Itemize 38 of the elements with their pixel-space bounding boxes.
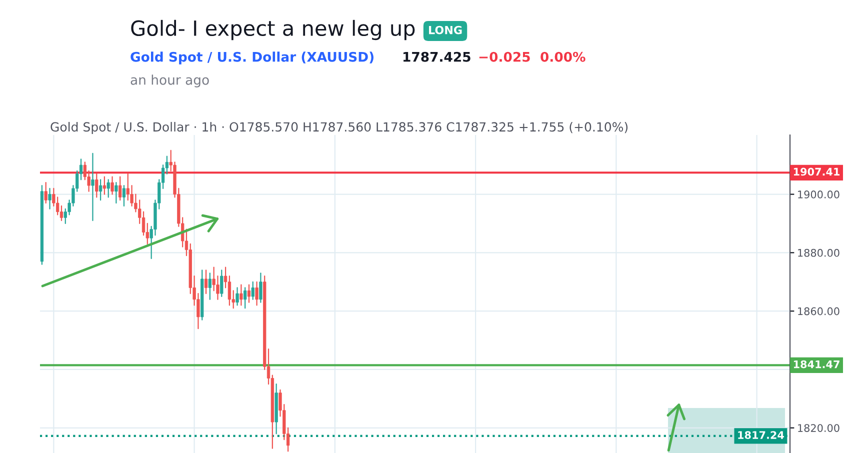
candlestick bbox=[118, 176, 122, 201]
candlestick bbox=[102, 176, 106, 195]
candlestick bbox=[106, 179, 110, 198]
candlestick bbox=[44, 182, 48, 204]
text: an hour ago bbox=[130, 74, 209, 88]
candlestick bbox=[208, 272, 212, 300]
candlestick bbox=[236, 287, 239, 306]
y-tick-label: 1820.00 bbox=[798, 424, 840, 432]
chart-subtitle: Gold Spot / U.S. Dollar (XAUUSD) bbox=[130, 52, 374, 64]
candlestick bbox=[110, 176, 114, 195]
ref-line-label: 1907.41 bbox=[794, 168, 840, 176]
candlestick bbox=[251, 281, 254, 300]
candlestick bbox=[255, 281, 258, 306]
ref-line-label: 1817.24 bbox=[738, 431, 784, 439]
text: −0.025 0.00% bbox=[479, 52, 586, 62]
text: 1787.425 bbox=[403, 52, 470, 62]
candlestick bbox=[91, 152, 94, 222]
y-tick-label: 1880.00 bbox=[798, 248, 840, 257]
candlestick bbox=[228, 275, 232, 306]
candlestick bbox=[114, 182, 118, 204]
text: LONG bbox=[429, 26, 462, 34]
candlestick bbox=[142, 211, 146, 236]
candlestick bbox=[95, 173, 98, 198]
candlestick bbox=[220, 270, 224, 298]
ref-line-label: 1841.47 bbox=[794, 360, 840, 368]
candlestick bbox=[122, 184, 126, 207]
candlestick bbox=[244, 287, 247, 309]
text: Gold Spot / U.S. Dollar · 1h · O1785.570 H1787.560 L1785.376 C1787.325 +1.755 (+0.10%) bbox=[50, 122, 628, 134]
candlestick bbox=[204, 270, 208, 294]
y-tick-label: 1900.00 bbox=[798, 190, 840, 198]
candlestick bbox=[247, 284, 251, 303]
candlestick bbox=[240, 284, 243, 306]
candlestick bbox=[60, 205, 64, 222]
candlestick bbox=[98, 179, 102, 201]
candlestick bbox=[259, 272, 262, 303]
chart-title: Gold- I expect a new leg up bbox=[131, 20, 415, 40]
candlestick bbox=[48, 188, 52, 210]
y-tick-label: 1860.00 bbox=[798, 307, 840, 316]
